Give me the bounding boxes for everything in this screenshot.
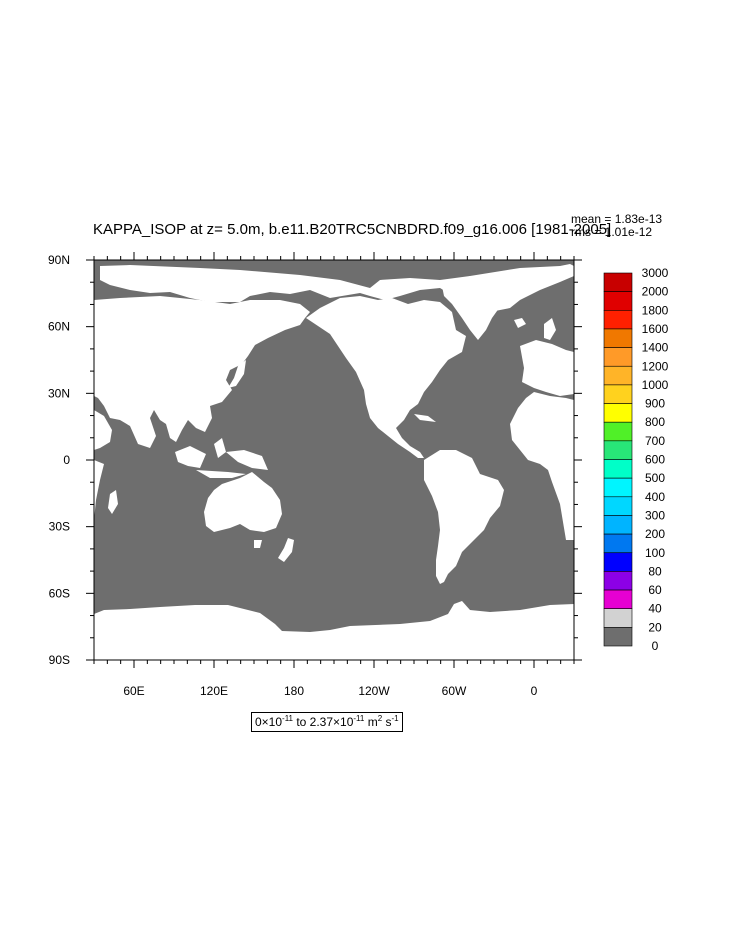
- colorbar-label: 900: [645, 397, 665, 411]
- lat-label: 30S: [49, 520, 70, 534]
- rms-stat: rms = 1.01e-12: [571, 225, 653, 239]
- africa-west: [510, 392, 574, 540]
- australia: [204, 472, 282, 532]
- colorbar-label: 400: [645, 490, 665, 504]
- east-africa: [94, 460, 104, 520]
- lat-label: 60S: [49, 586, 70, 600]
- colorbar-label: 300: [645, 508, 665, 522]
- lon-label: 120E: [200, 684, 228, 698]
- japan: [228, 360, 246, 388]
- colorbar-label: 1600: [642, 322, 669, 336]
- south-america: [424, 450, 504, 584]
- arctic-land: [100, 264, 574, 312]
- colorbar-box: [603, 571, 633, 591]
- colorbar-label: 1200: [642, 359, 669, 373]
- lon-label: 60W: [442, 684, 467, 698]
- colorbar-label: 1400: [642, 341, 669, 355]
- unit-exp-m: 2: [377, 714, 383, 723]
- lon-label: 0: [531, 684, 538, 698]
- unit-s: s: [382, 715, 392, 729]
- indonesia: [175, 438, 268, 478]
- colorbar-label: 700: [645, 434, 665, 448]
- unit-m: m: [364, 715, 378, 729]
- colorbar-label: 80: [648, 564, 662, 578]
- colorbar-label: 1800: [642, 303, 669, 317]
- lon-label: 120W: [358, 684, 390, 698]
- lat-label: 90S: [49, 653, 70, 667]
- colorbar-box: [603, 459, 633, 479]
- stats-block: mean = 1.83e-13 rms = 1.01e-12: [571, 213, 662, 239]
- range-exp-1: -11: [282, 714, 293, 723]
- colorbar-box: [603, 552, 633, 572]
- greenland: [442, 276, 510, 340]
- colorbar-box: [603, 627, 633, 647]
- lat-label: 90N: [48, 253, 70, 267]
- lat-label: 30N: [48, 386, 70, 400]
- range-prefix: 0×10: [255, 715, 283, 729]
- iceland: [514, 318, 526, 328]
- range-exp-2: -11: [353, 714, 365, 723]
- axis-ticks: [86, 252, 582, 668]
- colorbar-label: 500: [645, 471, 665, 485]
- contour-range-label: 0×10-11 to 2.37×10-11 m2 s-1: [251, 712, 403, 732]
- lat-label: 0: [63, 453, 70, 467]
- colorbar-box: [603, 365, 633, 386]
- colorbar-label: 3000: [642, 266, 669, 280]
- colorbar-label: 100: [645, 546, 665, 560]
- lon-label: 180: [284, 684, 304, 698]
- colorbar-box: [603, 309, 633, 330]
- colorbar-box: [603, 347, 633, 367]
- uk: [544, 318, 556, 340]
- colorbar-box: [603, 589, 633, 609]
- lon-label: 60E: [123, 684, 144, 698]
- madagascar: [108, 490, 118, 514]
- range-mid: to 2.37×10: [293, 715, 354, 729]
- cuba: [414, 414, 436, 422]
- new-zealand: [278, 538, 294, 562]
- antarctica: [94, 601, 574, 660]
- colorbar-box: [603, 533, 633, 554]
- colorbar-label: 0: [652, 639, 659, 653]
- north-america: [306, 296, 466, 458]
- colorbar-label: 2000: [642, 285, 669, 299]
- eurasia: [94, 296, 310, 448]
- axis-tick-labels: 90N 60N 30N 0 30S 60S 90S 60E 120E 180 120W 60W 0: [48, 253, 538, 698]
- lat-label: 60N: [48, 320, 70, 334]
- colorbar-box: [603, 328, 633, 348]
- colorbar-box: [603, 384, 633, 404]
- colorbar-label: 200: [645, 527, 665, 541]
- colorbar-box: [603, 272, 633, 292]
- colorbar-box: [603, 515, 633, 535]
- colorbar-box: [603, 291, 633, 311]
- colorbar-label: 800: [645, 415, 665, 429]
- mean-stat: mean = 1.83e-13: [571, 212, 663, 226]
- colorbar-label: 600: [645, 453, 665, 467]
- tasmania: [254, 540, 262, 548]
- colorbar-label: 20: [648, 620, 662, 634]
- colorbar-box: [603, 421, 633, 442]
- unit-exp-s: -1: [391, 714, 399, 723]
- colorbar-box: [603, 477, 633, 498]
- colorbar-box: [603, 608, 633, 628]
- colorbar-label: 40: [648, 602, 662, 616]
- europe-west: [520, 340, 574, 396]
- colorbar-label: 1000: [642, 378, 669, 392]
- colorbar-box: [603, 403, 633, 423]
- plot-title: KAPPA_ISOP at z= 5.0m, b.e11.B20TRC5CNBD…: [93, 221, 612, 238]
- colorbar-box: [603, 440, 633, 460]
- colorbar-box: [603, 496, 633, 516]
- arabia: [94, 410, 112, 450]
- colorbar-label: 60: [648, 583, 662, 597]
